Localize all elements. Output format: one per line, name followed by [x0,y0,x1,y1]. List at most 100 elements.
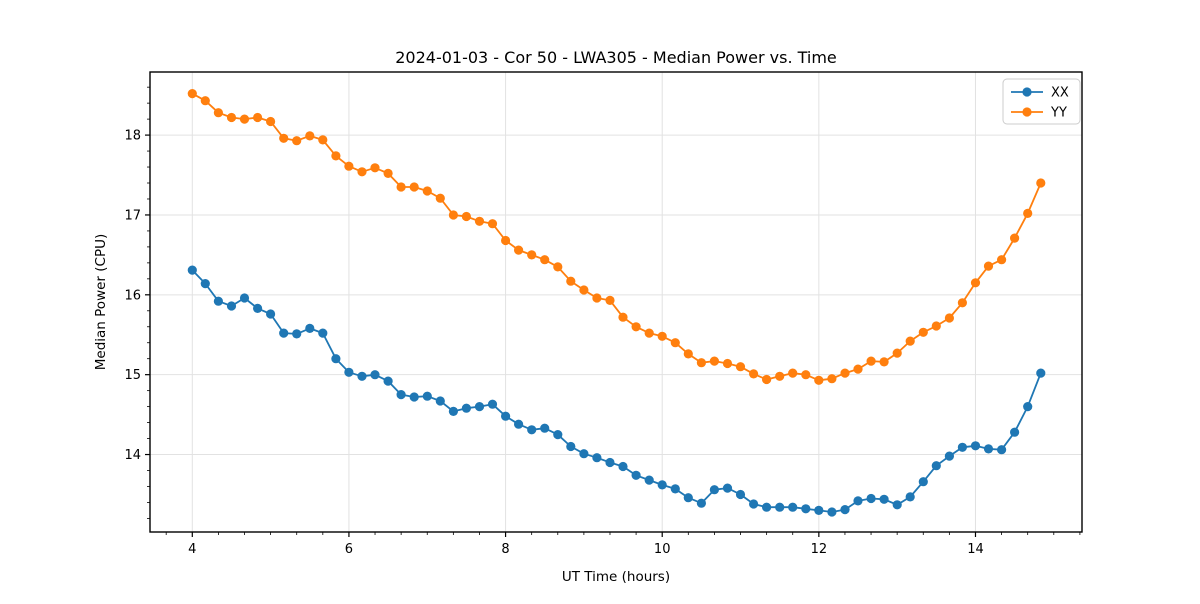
grid [150,72,1082,532]
data-point-marker [696,498,707,508]
data-point-marker [396,390,406,400]
data-point-marker [487,219,498,229]
data-point-marker [331,354,341,364]
data-point-marker [735,362,746,372]
data-point-marker [905,492,915,502]
data-point-marker [709,485,720,495]
x-tick-label: 10 [654,542,671,557]
data-point-marker [187,89,197,99]
data-point-marker [527,425,537,435]
series-lines [187,89,1046,517]
data-point-marker [931,461,941,471]
series-line-XX [191,269,1042,513]
data-point-marker [879,494,889,504]
data-point-marker [957,298,968,308]
data-point-marker [501,411,511,421]
data-point-marker [997,255,1007,265]
data-point-marker [527,250,537,260]
data-point-marker [853,496,863,506]
data-point-marker [514,419,524,429]
data-point-marker [827,507,837,517]
data-point-marker [279,328,289,338]
data-point-marker [892,348,902,358]
data-point-marker [631,470,641,480]
data-point-marker [383,376,393,386]
data-point-marker [357,371,367,381]
data-point-marker [866,356,876,366]
data-point-marker [292,329,302,339]
data-point-marker [944,451,955,461]
plot-border [149,71,1083,533]
data-point-marker [605,295,615,305]
data-point-marker [213,108,223,118]
data-point-marker [566,441,576,452]
data-point-marker [474,216,485,226]
x-tick-label: 6 [345,542,353,557]
data-point-marker [683,349,693,359]
x-tick-label: 8 [501,542,509,557]
data-point-marker [370,370,380,380]
data-point-marker [487,399,498,409]
data-point-marker [553,430,563,440]
data-point-marker [749,499,759,509]
y-tick-label: 17 [124,208,141,223]
y-axis-label: Median Power (CPU) [93,234,109,370]
data-point-marker [318,328,328,338]
data-point-marker [814,505,824,515]
data-point-marker [918,477,928,487]
data-point-marker [200,96,210,106]
data-point-marker [540,255,550,265]
data-point-marker [905,336,915,346]
y-tick-label: 18 [124,129,141,144]
data-point-marker [1010,427,1020,437]
data-point-marker [422,186,432,196]
data-point-marker [253,303,263,313]
data-point-marker [657,480,667,490]
data-point-marker [579,449,589,459]
data-point-marker [944,313,955,323]
data-point-marker [344,367,354,377]
data-point-marker [1036,178,1046,188]
axes-frame [149,71,1083,533]
data-point-marker [200,279,210,289]
axis-tick-labels: 4 6 8 10 12 14 14 15 16 17 18 [124,129,983,557]
y-tick-label: 14 [124,448,141,463]
data-point-marker [540,423,550,433]
data-point-marker [448,210,458,220]
data-point-marker [892,500,902,510]
data-point-marker [1036,368,1046,378]
data-point-marker [970,441,981,451]
legend-marker-sample [1022,87,1032,97]
data-point-marker [226,301,237,311]
data-point-marker [396,182,406,192]
data-point-marker [853,364,863,374]
data-point-marker [448,406,458,416]
data-point-marker [370,163,380,173]
data-point-marker [461,403,471,413]
data-point-marker [292,136,302,146]
data-point-marker [253,112,263,123]
data-point-marker [279,133,289,143]
data-point-marker [566,276,576,286]
data-point-marker [840,505,850,515]
data-point-marker [435,193,445,203]
data-point-marker [409,392,419,402]
data-point-marker [827,374,837,384]
data-point-marker [801,370,811,380]
x-axis-label: UT Time (hours) [562,569,670,585]
data-point-marker [435,396,445,406]
data-point-marker [683,493,693,503]
x-tick-label: 12 [811,542,828,557]
data-point-marker [331,151,341,161]
data-point-marker [605,457,615,468]
data-point-marker [383,168,393,178]
data-point-marker [762,502,772,512]
series-YY [187,89,1046,385]
data-point-marker [722,483,733,493]
data-point-marker [305,131,315,141]
data-point-marker [474,402,485,412]
data-point-marker [579,285,589,295]
data-point-marker [775,502,785,512]
